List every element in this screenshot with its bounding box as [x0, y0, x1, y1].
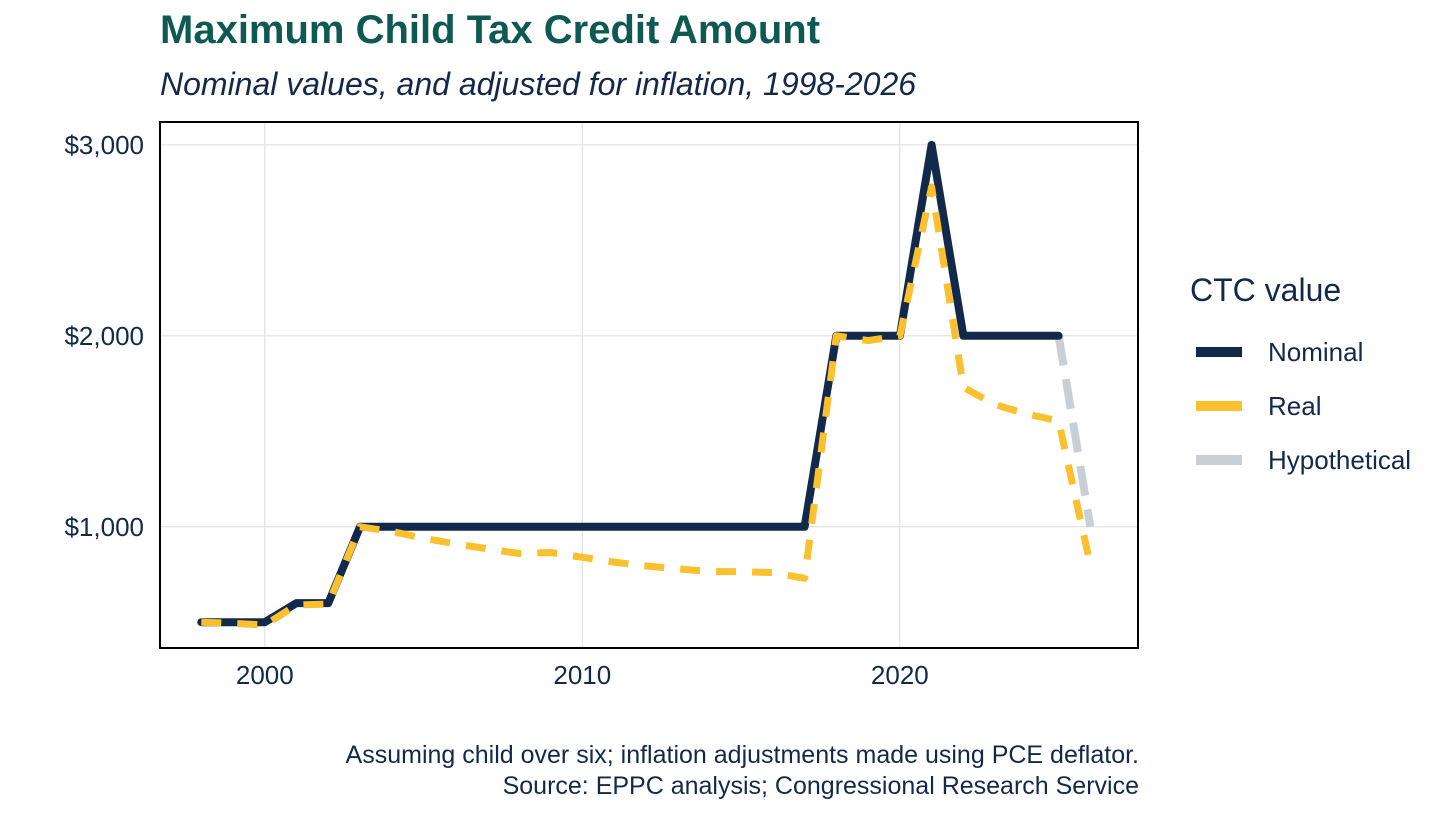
legend-title: CTC value	[1190, 272, 1342, 308]
legend-item-nominal: Nominal	[1190, 325, 1411, 379]
plot-frame	[159, 121, 1139, 649]
x-tick-label-2000: 2000	[236, 660, 294, 690]
legend-swatch-real	[1196, 401, 1242, 411]
tick-layer: 2000 2010 2020 $1,000 $2,000 $3,000	[64, 130, 928, 690]
series-layer	[197, 140, 1095, 629]
legend-label-real: Real	[1268, 390, 1322, 421]
chart-caption: Assuming child over six; inflation adjus…	[346, 740, 1139, 802]
grid-layer	[160, 122, 1138, 648]
series-line-nominal	[197, 140, 1063, 627]
chart-subtitle: Nominal values, and adjusted for inflati…	[160, 66, 917, 102]
y-tick-label-1000: $1,000	[64, 512, 144, 542]
caption-line-2: Source: EPPC analysis; Congressional Res…	[502, 772, 1139, 800]
legend-swatch-nominal	[1196, 347, 1242, 357]
legend-swatch-hypothetical	[1196, 455, 1242, 465]
legend: CTC value Nominal Real Hypothetical	[1190, 272, 1411, 487]
series-line-real	[201, 183, 1094, 629]
y-tick-label-3000: $3,000	[64, 130, 144, 160]
legend-label-nominal: Nominal	[1268, 336, 1364, 367]
caption-line-1: Assuming child over six; inflation adjus…	[345, 741, 1139, 769]
series-line-hypothetical	[1054, 335, 1095, 528]
y-tick-label-2000: $2,000	[64, 321, 144, 351]
x-tick-label-2010: 2010	[553, 660, 611, 690]
legend-item-real: Real	[1190, 379, 1411, 433]
legend-label-hypothetical: Hypothetical	[1268, 444, 1412, 475]
legend-item-hypothetical: Hypothetical	[1190, 433, 1411, 487]
x-tick-label-2020: 2020	[871, 660, 929, 690]
chart-title: Maximum Child Tax Credit Amount	[160, 8, 821, 52]
